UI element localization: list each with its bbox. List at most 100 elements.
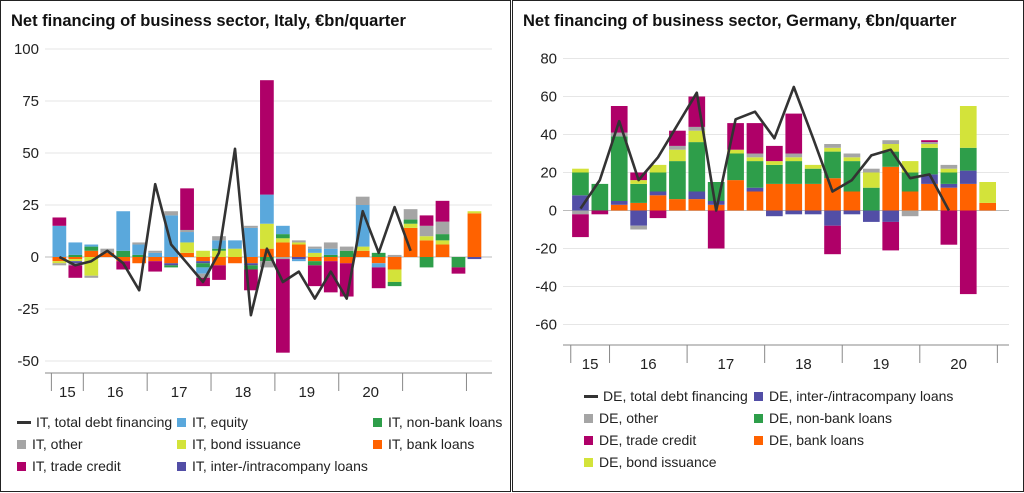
- legend-label: IT, non-bank loans: [388, 414, 503, 430]
- bar-segment: [435, 234, 450, 241]
- bar-segment: [307, 265, 322, 287]
- bar-segment: [196, 263, 210, 268]
- bar-segment: [323, 257, 338, 262]
- bar-segment: [371, 257, 386, 264]
- bar-segment: [196, 267, 210, 274]
- bar-segment: [419, 215, 434, 226]
- bar-segment: [116, 257, 131, 262]
- italy-panel: Net financing of business sector, Italy,…: [0, 0, 511, 492]
- bar-segment: [649, 195, 667, 211]
- bar-segment: [921, 183, 938, 211]
- legend-swatch: [584, 457, 593, 467]
- bar-segment: [804, 210, 822, 215]
- bar-segment: [630, 202, 647, 211]
- bar-segment: [307, 261, 322, 266]
- legend-swatch: [754, 413, 763, 423]
- legend-label: IT, equity: [192, 414, 249, 430]
- legend-label: DE, other: [599, 410, 659, 426]
- bar-segment: [785, 161, 803, 184]
- y-tick-label: 0: [549, 203, 557, 220]
- bar-segment: [630, 225, 647, 230]
- germany-panel: Net financing of business sector, German…: [512, 0, 1024, 492]
- bar-segment: [882, 140, 900, 144]
- bar-segment: [68, 257, 83, 260]
- bar-segment: [228, 257, 242, 264]
- bar-segment: [180, 229, 194, 233]
- bar-segment: [688, 126, 706, 131]
- bar-segment: [276, 234, 290, 239]
- bar-segment: [148, 250, 163, 253]
- bar-segment: [403, 219, 418, 224]
- legend-swatch: [754, 435, 763, 445]
- y-tick-label: -40: [535, 279, 557, 296]
- bar-segment: [84, 246, 99, 251]
- bar-segment: [355, 250, 370, 257]
- bar-segment: [276, 257, 290, 260]
- bar-segment: [371, 267, 386, 289]
- bar-segment: [940, 168, 958, 173]
- legend-label: IT, other: [32, 436, 83, 452]
- bar-segment: [746, 123, 764, 154]
- bar-segment: [116, 250, 131, 257]
- bar-segment: [862, 210, 880, 222]
- bar-segment: [824, 147, 841, 152]
- bar-segment: [901, 210, 919, 217]
- bar-segment: [228, 240, 242, 249]
- bar-segment: [572, 214, 589, 238]
- x-tick-label: 19: [873, 356, 890, 373]
- bar-segment: [196, 261, 210, 264]
- legend-item: IT, bank loans: [373, 435, 474, 453]
- legend-swatch: [373, 439, 382, 449]
- bar-segment: [451, 267, 466, 274]
- bar-segment: [180, 188, 194, 230]
- bar-segment: [843, 191, 861, 211]
- bar-segment: [403, 209, 418, 220]
- bar-segment: [591, 210, 609, 215]
- legend-label: IT, total debt financing: [36, 414, 173, 430]
- bar-segment: [862, 172, 880, 188]
- bar-segment: [746, 161, 764, 188]
- bar-segment: [52, 217, 67, 226]
- legend-swatch: [754, 391, 763, 401]
- bar-segment: [291, 242, 306, 245]
- bar-segment: [804, 183, 822, 211]
- x-tick-label: 17: [718, 356, 735, 373]
- bar-segment: [132, 254, 147, 257]
- y-tick-label: 75: [22, 93, 39, 110]
- bar-segment: [669, 161, 686, 200]
- bar-segment: [323, 248, 338, 255]
- x-tick-label: 16: [107, 384, 124, 401]
- bar-segment: [148, 261, 163, 272]
- bar-segment: [785, 153, 803, 158]
- y-tick-label: -25: [17, 301, 39, 318]
- bar-segment: [307, 248, 322, 253]
- bar-segment: [116, 211, 131, 251]
- bar-segment: [355, 246, 370, 251]
- legend-item: IT, equity: [177, 413, 248, 431]
- legend-label: DE, non-bank loans: [769, 410, 892, 426]
- legend-swatch: [17, 420, 31, 424]
- bar-segment: [355, 196, 370, 205]
- bar-segment: [371, 252, 386, 257]
- bar-segment: [84, 275, 99, 278]
- bar-segment: [387, 254, 402, 257]
- bar-segment: [196, 250, 210, 257]
- bar-segment: [84, 250, 99, 257]
- bar-segment: [804, 164, 822, 169]
- italy-chart: -50 -25 0 25 50 75 100 15 16 17 18 19 20: [14, 41, 492, 401]
- bar-segment: [959, 170, 977, 184]
- legend-swatch: [17, 461, 26, 471]
- bar-segment: [649, 210, 667, 219]
- bar-segment: [244, 265, 258, 270]
- bar-segment: [785, 183, 803, 211]
- bar-segment: [727, 180, 744, 211]
- bar-segment: [419, 225, 434, 237]
- x-tick-label: 20: [362, 384, 379, 401]
- bar-segment: [435, 221, 450, 235]
- bar-segment: [435, 244, 450, 257]
- bar-segment: [843, 153, 861, 158]
- bar-segment: [52, 261, 67, 264]
- bar-segment: [435, 240, 450, 245]
- x-tick-label: 18: [235, 384, 252, 401]
